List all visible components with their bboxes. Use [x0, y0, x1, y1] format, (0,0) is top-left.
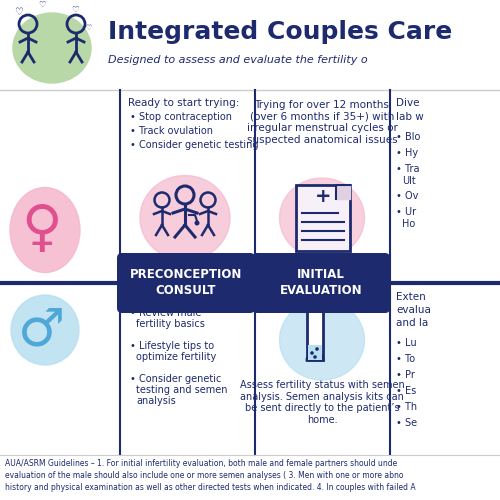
- Wedge shape: [308, 353, 322, 360]
- Text: Assess fertility status with semen
analysis. Semen analysis kits can
be sent dir: Assess fertility status with semen analy…: [240, 380, 404, 425]
- Ellipse shape: [13, 13, 91, 83]
- Text: ♡: ♡: [14, 7, 22, 17]
- Text: and la: and la: [396, 318, 428, 328]
- Text: • To: • To: [396, 354, 415, 364]
- FancyBboxPatch shape: [117, 253, 255, 313]
- Ellipse shape: [140, 176, 230, 260]
- Text: Ult: Ult: [402, 176, 416, 186]
- Text: ♂: ♂: [18, 304, 66, 356]
- Text: • Se: • Se: [396, 418, 417, 428]
- Text: • Hy: • Hy: [396, 148, 418, 158]
- Text: ♡: ♡: [85, 25, 91, 31]
- Text: • Th: • Th: [396, 402, 417, 412]
- Text: lab w: lab w: [396, 112, 424, 122]
- Text: testing and semen: testing and semen: [136, 385, 228, 395]
- Text: Integrated Couples Care: Integrated Couples Care: [108, 20, 452, 44]
- Text: optimize fertility: optimize fertility: [136, 352, 216, 362]
- Text: Ho: Ho: [402, 219, 415, 229]
- Text: AUA/ASRM Guidelines – 1. For initial infertility evaluation, both male and femal: AUA/ASRM Guidelines – 1. For initial inf…: [5, 459, 416, 492]
- Text: • Blo: • Blo: [396, 132, 420, 142]
- Ellipse shape: [280, 178, 364, 258]
- Ellipse shape: [280, 300, 364, 380]
- Text: • Pr: • Pr: [396, 370, 415, 380]
- Text: +: +: [315, 188, 331, 206]
- Polygon shape: [336, 185, 350, 199]
- Text: Exten: Exten: [396, 292, 426, 302]
- Text: • Consider genetic testing: • Consider genetic testing: [130, 140, 258, 150]
- Text: ♡: ♡: [38, 0, 46, 10]
- Text: Trying for over 12 months
(over 6 months if 35+) with
irregular menstrual cycles: Trying for over 12 months (over 6 months…: [246, 100, 398, 145]
- Text: ♡: ♡: [72, 6, 79, 15]
- Text: • Ov: • Ov: [396, 191, 418, 201]
- Text: • Stop contraception: • Stop contraception: [130, 112, 232, 122]
- FancyBboxPatch shape: [252, 253, 390, 313]
- Text: PRECONCEPTION
CONSULT: PRECONCEPTION CONSULT: [130, 268, 242, 298]
- Text: • Ur: • Ur: [396, 207, 416, 217]
- Text: • Es: • Es: [396, 386, 416, 396]
- Text: • Lifestyle tips to: • Lifestyle tips to: [130, 341, 214, 351]
- Text: • Lu: • Lu: [396, 338, 416, 348]
- Text: Ready to start trying:: Ready to start trying:: [128, 98, 240, 108]
- Text: • Tra: • Tra: [396, 164, 419, 174]
- Text: ♀: ♀: [22, 203, 62, 257]
- Circle shape: [313, 355, 317, 359]
- Ellipse shape: [11, 295, 79, 365]
- FancyBboxPatch shape: [308, 345, 322, 360]
- Circle shape: [315, 347, 319, 351]
- Text: fertility basics: fertility basics: [136, 319, 205, 329]
- Text: • Track ovulation: • Track ovulation: [130, 126, 213, 136]
- FancyBboxPatch shape: [296, 185, 350, 251]
- Wedge shape: [307, 352, 323, 360]
- Text: evalua: evalua: [396, 305, 431, 315]
- Circle shape: [194, 220, 200, 226]
- Circle shape: [310, 351, 314, 355]
- Text: Dive: Dive: [396, 98, 419, 108]
- Text: Designed to assess and evaluate the fertility o: Designed to assess and evaluate the fert…: [108, 55, 368, 65]
- Text: Ready to start trying:: Ready to start trying:: [128, 292, 240, 302]
- Ellipse shape: [10, 188, 80, 272]
- Text: • Consider genetic: • Consider genetic: [130, 374, 222, 384]
- Text: INITIAL
EVALUATION: INITIAL EVALUATION: [280, 268, 362, 298]
- FancyBboxPatch shape: [307, 305, 323, 360]
- Text: • Review male: • Review male: [130, 308, 202, 318]
- Text: analysis: analysis: [136, 396, 176, 406]
